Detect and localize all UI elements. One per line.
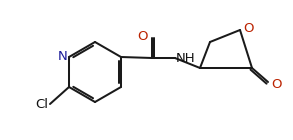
Text: O: O (243, 22, 253, 34)
Text: O: O (271, 78, 282, 90)
Text: O: O (137, 31, 148, 44)
Text: N: N (57, 51, 67, 64)
Text: Cl: Cl (35, 97, 49, 110)
Text: NH: NH (176, 52, 196, 65)
